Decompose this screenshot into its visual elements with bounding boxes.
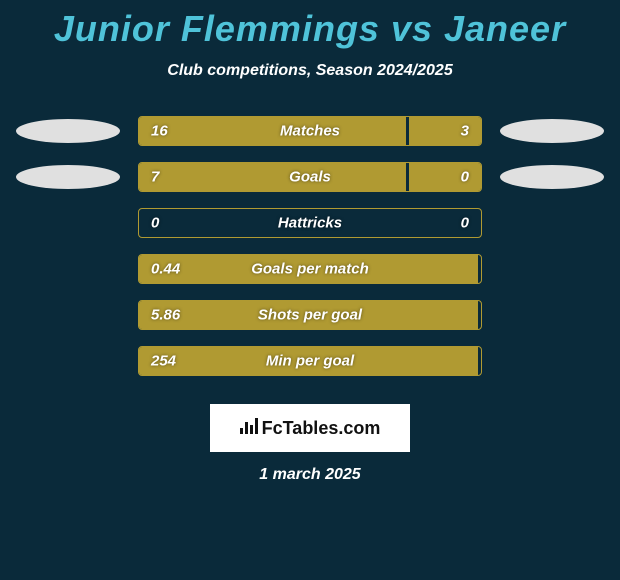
stat-bar: 0.44 Goals per match <box>138 254 482 284</box>
stat-row: 5.86 Shots per goal <box>0 292 620 338</box>
stat-bar: 16 3 Matches <box>138 116 482 146</box>
avatar-spacer <box>16 257 120 281</box>
chart-bars-icon <box>240 418 258 438</box>
bar-fill-left <box>139 117 406 145</box>
stat-label: Goals per match <box>251 261 369 278</box>
avatar-spacer <box>500 257 604 281</box>
avatar-spacer <box>16 349 120 373</box>
stat-label: Goals <box>289 169 331 186</box>
stat-rows: 16 3 Matches 7 0 Goals 0 0 Hattricks 0.44 Goals pe… <box>0 108 620 384</box>
stat-row: 0 0 Hattricks <box>0 200 620 246</box>
stat-label: Hattricks <box>278 215 342 232</box>
avatar-spacer <box>500 303 604 327</box>
comparison-infographic: Junior Flemmings vs Janeer Club competit… <box>0 0 620 580</box>
avatar-spacer <box>500 211 604 235</box>
stat-value-left: 7 <box>151 169 159 186</box>
stat-label: Shots per goal <box>258 307 362 324</box>
stat-value-right: 3 <box>461 123 469 140</box>
stat-row: 16 3 Matches <box>0 108 620 154</box>
logo-text: FcTables.com <box>262 418 381 439</box>
stat-value-right: 0 <box>461 169 469 186</box>
date-label: 1 march 2025 <box>0 466 620 484</box>
stat-bar: 254 Min per goal <box>138 346 482 376</box>
avatar-spacer <box>16 211 120 235</box>
page-title: Junior Flemmings vs Janeer <box>0 0 620 50</box>
stat-bar: 5.86 Shots per goal <box>138 300 482 330</box>
stat-value-left: 0 <box>151 215 159 232</box>
stat-row: 7 0 Goals <box>0 154 620 200</box>
player-avatar-right <box>500 165 604 189</box>
stat-value-left: 254 <box>151 353 176 370</box>
bar-fill-right <box>409 117 481 145</box>
stat-label: Matches <box>280 123 340 140</box>
stat-row: 0.44 Goals per match <box>0 246 620 292</box>
stat-bar: 0 0 Hattricks <box>138 208 482 238</box>
stat-value-right: 0 <box>461 215 469 232</box>
bar-fill-left <box>139 163 406 191</box>
avatar-spacer <box>500 349 604 373</box>
stat-value-left: 16 <box>151 123 168 140</box>
avatar-spacer <box>16 303 120 327</box>
player-avatar-left <box>16 119 120 143</box>
subtitle: Club competitions, Season 2024/2025 <box>0 62 620 80</box>
stat-bar: 7 0 Goals <box>138 162 482 192</box>
stat-label: Min per goal <box>266 353 354 370</box>
player-avatar-right <box>500 119 604 143</box>
stat-row: 254 Min per goal <box>0 338 620 384</box>
bar-fill-right <box>409 163 481 191</box>
fctables-logo: FcTables.com <box>210 404 410 452</box>
stat-value-left: 0.44 <box>151 261 180 278</box>
player-avatar-left <box>16 165 120 189</box>
stat-value-left: 5.86 <box>151 307 180 324</box>
